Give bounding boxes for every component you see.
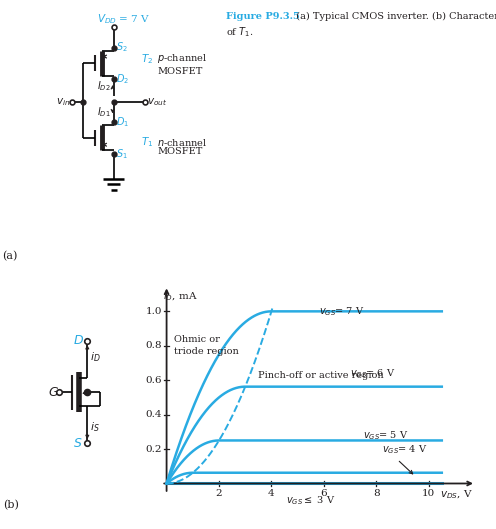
Text: 0.4: 0.4 xyxy=(145,410,162,419)
Text: $I_{D1}$: $I_{D1}$ xyxy=(97,105,111,119)
Text: 8: 8 xyxy=(373,489,379,498)
Text: $i_D$: $i_D$ xyxy=(90,350,100,364)
Text: $v_{GS}$= 6 V: $v_{GS}$= 6 V xyxy=(350,367,395,380)
Text: $V_{DD}$ = 7 V: $V_{DD}$ = 7 V xyxy=(97,12,151,26)
Text: 0.2: 0.2 xyxy=(145,444,162,453)
Text: $S_2$: $S_2$ xyxy=(116,41,127,54)
Text: 0.6: 0.6 xyxy=(145,376,162,385)
Text: $v_{out}$: $v_{out}$ xyxy=(147,96,167,108)
Text: $v_{GS}$= 4 V: $v_{GS}$= 4 V xyxy=(381,443,427,457)
Text: (b): (b) xyxy=(3,500,19,510)
Text: (a): (a) xyxy=(2,251,18,261)
Text: $v_{GS} \leq$ 3 V: $v_{GS} \leq$ 3 V xyxy=(286,495,335,507)
Text: 1.0: 1.0 xyxy=(145,307,162,316)
Text: MOSFET: MOSFET xyxy=(157,147,202,156)
Text: $G$: $G$ xyxy=(49,386,60,398)
Text: 0.8: 0.8 xyxy=(145,341,162,350)
Text: $D_1$: $D_1$ xyxy=(116,115,129,129)
Text: (a) Typical CMOS inverter. (b) Characteristics: (a) Typical CMOS inverter. (b) Character… xyxy=(290,12,496,21)
Text: $T_2$: $T_2$ xyxy=(140,52,153,66)
Text: MOSFET: MOSFET xyxy=(157,67,202,76)
Text: 4: 4 xyxy=(268,489,275,498)
Text: Figure P9.3.5: Figure P9.3.5 xyxy=(226,12,300,21)
Text: $I_{D2}$: $I_{D2}$ xyxy=(97,79,111,94)
Text: Ohmic or
triode region: Ohmic or triode region xyxy=(175,335,239,356)
Text: Pinch-off or active region: Pinch-off or active region xyxy=(258,370,384,379)
Text: $v_{DS}$, V: $v_{DS}$, V xyxy=(440,489,473,501)
Text: $n$-channel: $n$-channel xyxy=(157,137,207,148)
Text: 6: 6 xyxy=(320,489,327,498)
Text: $D_2$: $D_2$ xyxy=(116,72,129,86)
Text: $v_{in}$: $v_{in}$ xyxy=(56,96,70,108)
Text: 10: 10 xyxy=(422,489,435,498)
Text: $S$: $S$ xyxy=(73,437,82,450)
Text: $i_S$: $i_S$ xyxy=(90,420,99,434)
Text: $v_{GS}$= 5 V: $v_{GS}$= 5 V xyxy=(363,429,409,442)
Text: $S_1$: $S_1$ xyxy=(116,147,127,161)
Text: 2: 2 xyxy=(216,489,222,498)
Text: $T_1$: $T_1$ xyxy=(140,135,153,149)
Text: $p$-channel: $p$-channel xyxy=(157,52,207,65)
Text: $i_D$, mA: $i_D$, mA xyxy=(163,289,197,303)
Text: $D$: $D$ xyxy=(73,334,84,348)
Text: of $T_1$.: of $T_1$. xyxy=(226,25,253,39)
Text: $v_{GS}$= 7 V: $v_{GS}$= 7 V xyxy=(318,305,364,318)
